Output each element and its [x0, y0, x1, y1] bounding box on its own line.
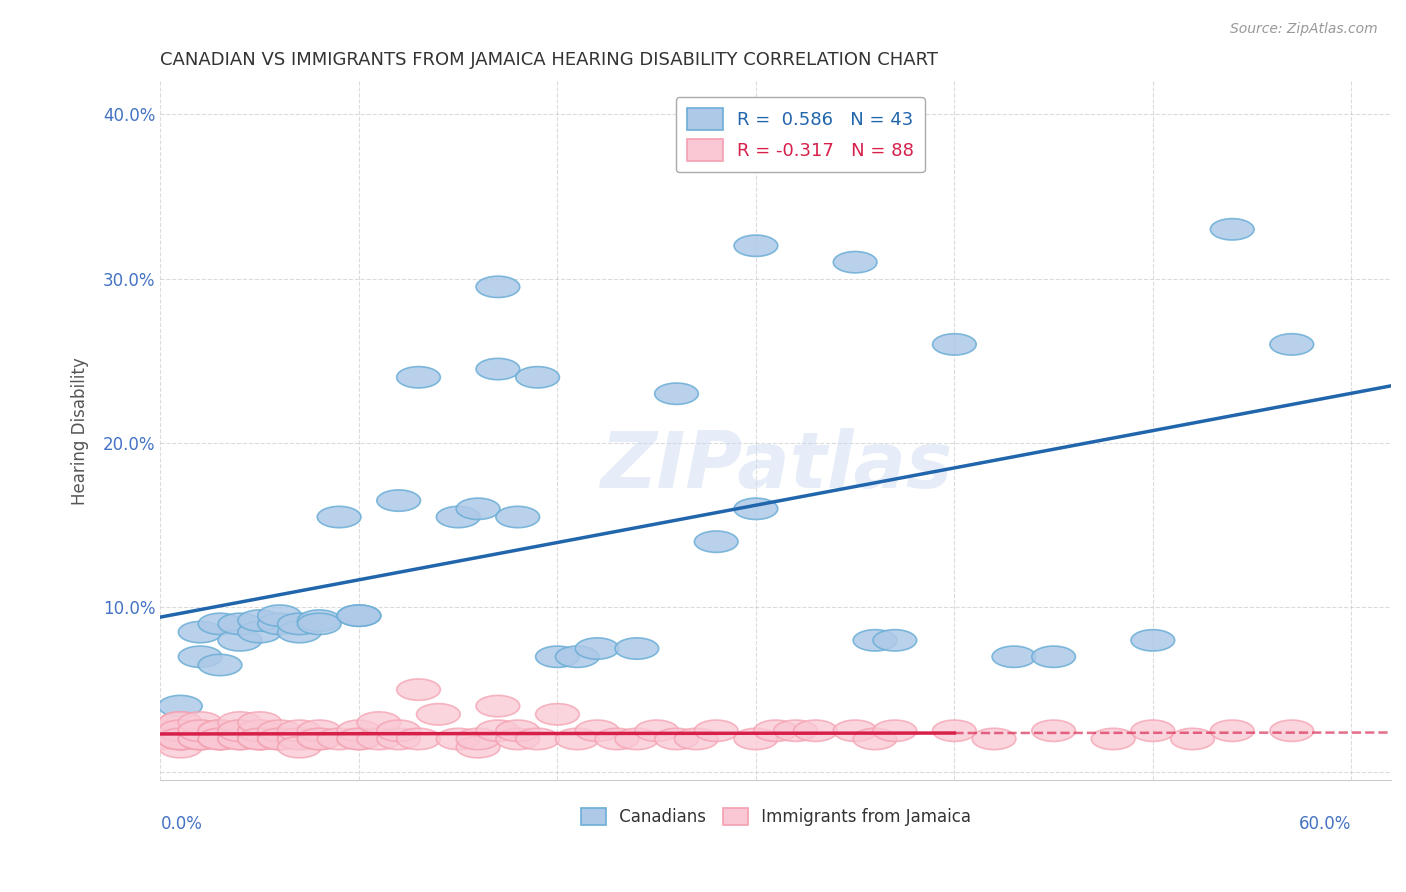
Text: CANADIAN VS IMMIGRANTS FROM JAMAICA HEARING DISABILITY CORRELATION CHART: CANADIAN VS IMMIGRANTS FROM JAMAICA HEAR…: [160, 51, 938, 69]
Text: 60.0%: 60.0%: [1299, 815, 1351, 833]
Y-axis label: Hearing Disability: Hearing Disability: [72, 357, 89, 505]
Text: Source: ZipAtlas.com: Source: ZipAtlas.com: [1230, 22, 1378, 37]
Text: ZIPatlas: ZIPatlas: [599, 427, 952, 504]
Legend: R =  0.586   N = 43, R = -0.317   N = 88: R = 0.586 N = 43, R = -0.317 N = 88: [676, 97, 925, 172]
Text: 0.0%: 0.0%: [160, 815, 202, 833]
